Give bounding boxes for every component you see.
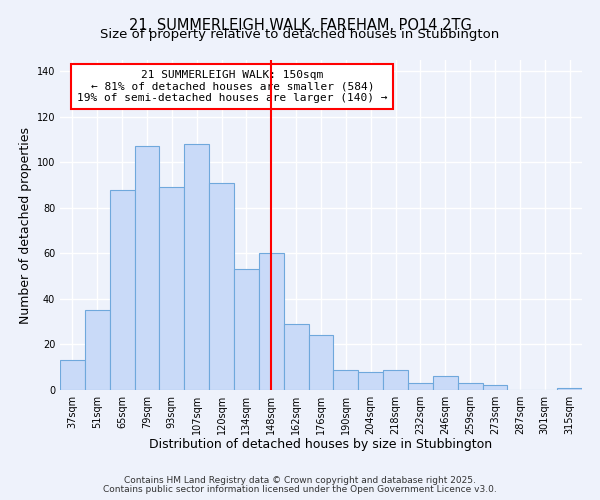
Y-axis label: Number of detached properties: Number of detached properties — [19, 126, 32, 324]
Bar — [482, 386, 508, 390]
Bar — [358, 372, 383, 390]
Bar — [433, 376, 458, 390]
Bar — [234, 270, 259, 390]
Bar — [209, 183, 234, 390]
Bar — [110, 190, 134, 390]
Text: 21 SUMMERLEIGH WALK: 150sqm
← 81% of detached houses are smaller (584)
19% of se: 21 SUMMERLEIGH WALK: 150sqm ← 81% of det… — [77, 70, 388, 103]
Bar — [308, 336, 334, 390]
Bar — [60, 360, 85, 390]
Text: Contains public sector information licensed under the Open Government Licence v3: Contains public sector information licen… — [103, 485, 497, 494]
Bar — [85, 310, 110, 390]
Bar — [160, 188, 184, 390]
Bar — [408, 383, 433, 390]
Bar — [259, 254, 284, 390]
X-axis label: Distribution of detached houses by size in Stubbington: Distribution of detached houses by size … — [149, 438, 493, 452]
Bar — [334, 370, 358, 390]
Bar — [134, 146, 160, 390]
Bar — [184, 144, 209, 390]
Text: Contains HM Land Registry data © Crown copyright and database right 2025.: Contains HM Land Registry data © Crown c… — [124, 476, 476, 485]
Bar — [557, 388, 582, 390]
Text: Size of property relative to detached houses in Stubbington: Size of property relative to detached ho… — [100, 28, 500, 41]
Bar — [383, 370, 408, 390]
Bar — [284, 324, 308, 390]
Text: 21, SUMMERLEIGH WALK, FAREHAM, PO14 2TG: 21, SUMMERLEIGH WALK, FAREHAM, PO14 2TG — [128, 18, 472, 32]
Bar — [458, 383, 482, 390]
